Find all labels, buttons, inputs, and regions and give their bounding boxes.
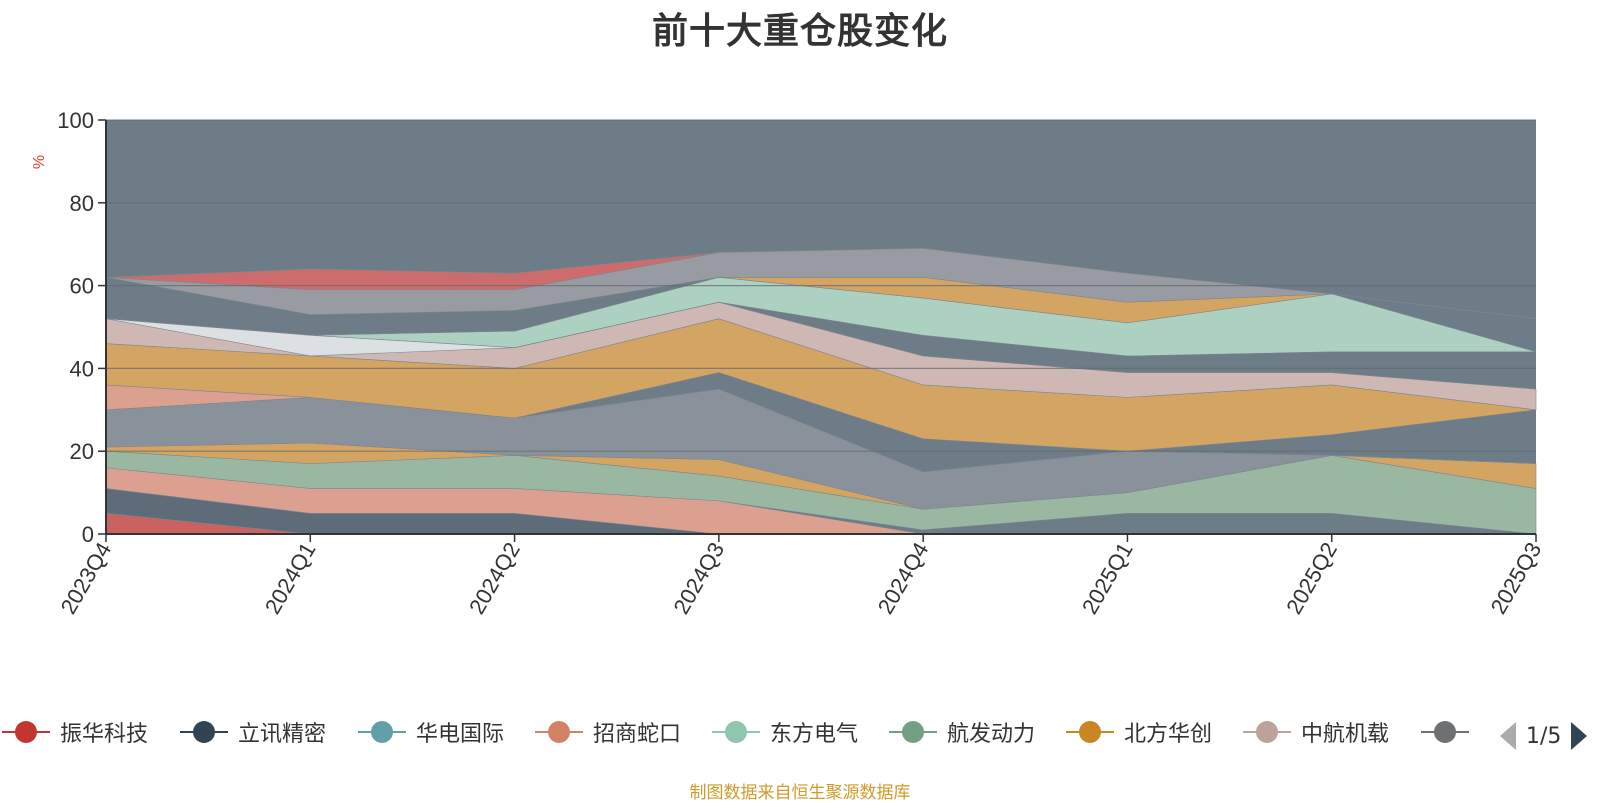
area-bands — [105, 120, 1537, 535]
legend-item-5[interactable]: 东方电气 — [710, 712, 858, 752]
legend-label: 中 — [1479, 716, 1480, 748]
legend-marker-icon — [1243, 721, 1291, 743]
legend-pager: 1/5 — [1498, 718, 1589, 754]
legend: 振华科技 立讯精密 华电国际 招商蛇口 东方电气 航发动力 北方华创 中航机载 中 — [0, 712, 1480, 752]
area-band-14 — [105, 248, 1537, 320]
legend-label: 中航机载 — [1301, 722, 1390, 747]
x-tick-label-2024Q4: 2024Q4 — [873, 538, 934, 618]
legend-marker-icon — [358, 721, 406, 743]
x-tick-label-2024Q2: 2024Q2 — [464, 538, 525, 618]
x-tick-label-2025Q3: 2025Q3 — [1486, 538, 1547, 618]
x-tick-label-2025Q2: 2025Q2 — [1281, 538, 1342, 618]
legend-marker-icon — [535, 721, 583, 743]
gridlines — [106, 119, 1536, 452]
x-tick-label-2023Q4: 2023Q4 — [56, 538, 117, 618]
legend-marker-icon — [889, 721, 937, 743]
x-tick-label-2024Q3: 2024Q3 — [668, 538, 729, 618]
chart-title: 前十大重仓股变化 — [651, 11, 948, 52]
legend-label: 航发动力 — [947, 722, 1036, 747]
legend-item-9[interactable]: 中 — [1419, 712, 1480, 752]
legend-label: 东方电气 — [770, 722, 859, 747]
legend-label: 招商蛇口 — [593, 722, 682, 747]
y-tick-label-60: 60 — [70, 274, 94, 299]
legend-marker-icon — [1066, 721, 1114, 743]
legend-item-1[interactable]: 振华科技 — [0, 712, 148, 752]
y-axis-unit-label: % — [31, 155, 48, 169]
legend-page-indicator: 1/5 — [1526, 723, 1562, 749]
legend-item-8[interactable]: 中航机载 — [1241, 712, 1389, 752]
legend-marker-icon — [180, 721, 228, 743]
y-tick-label-100: 100 — [57, 108, 94, 133]
area-chart: 0 20 40 60 80 100 2023Q4 2024Q1 2024Q2 2024Q3 2024… — [31, 108, 1547, 618]
x-tick-label-2025Q1: 2025Q1 — [1077, 538, 1138, 618]
y-tick-label-20: 20 — [70, 439, 94, 464]
legend-marker-icon — [1421, 721, 1469, 743]
prev-page-icon[interactable] — [1498, 721, 1518, 751]
x-tick-label-2024Q1: 2024Q1 — [260, 538, 321, 618]
legend-marker-icon — [712, 721, 760, 743]
legend-label: 振华科技 — [60, 722, 149, 747]
legend-marker-icon — [2, 721, 50, 743]
legend-item-7[interactable]: 北方华创 — [1064, 712, 1212, 752]
legend-label: 北方华创 — [1124, 722, 1213, 747]
y-tick-label-0: 0 — [82, 522, 94, 547]
next-page-icon[interactable] — [1569, 721, 1589, 751]
legend-label: 华电国际 — [416, 722, 505, 747]
legend-item-4[interactable]: 招商蛇口 — [533, 712, 681, 752]
legend-item-3[interactable]: 华电国际 — [356, 712, 504, 752]
legend-item-6[interactable]: 航发动力 — [887, 712, 1035, 752]
y-tick-label-40: 40 — [70, 356, 94, 381]
area-band-11 — [105, 301, 1537, 390]
legend-item-2[interactable]: 立讯精密 — [178, 712, 326, 752]
legend-label: 立讯精密 — [238, 722, 327, 747]
y-tick-label-80: 80 — [70, 191, 94, 216]
source-footnote: 制图数据来自恒生聚源数据库 — [689, 783, 911, 803]
